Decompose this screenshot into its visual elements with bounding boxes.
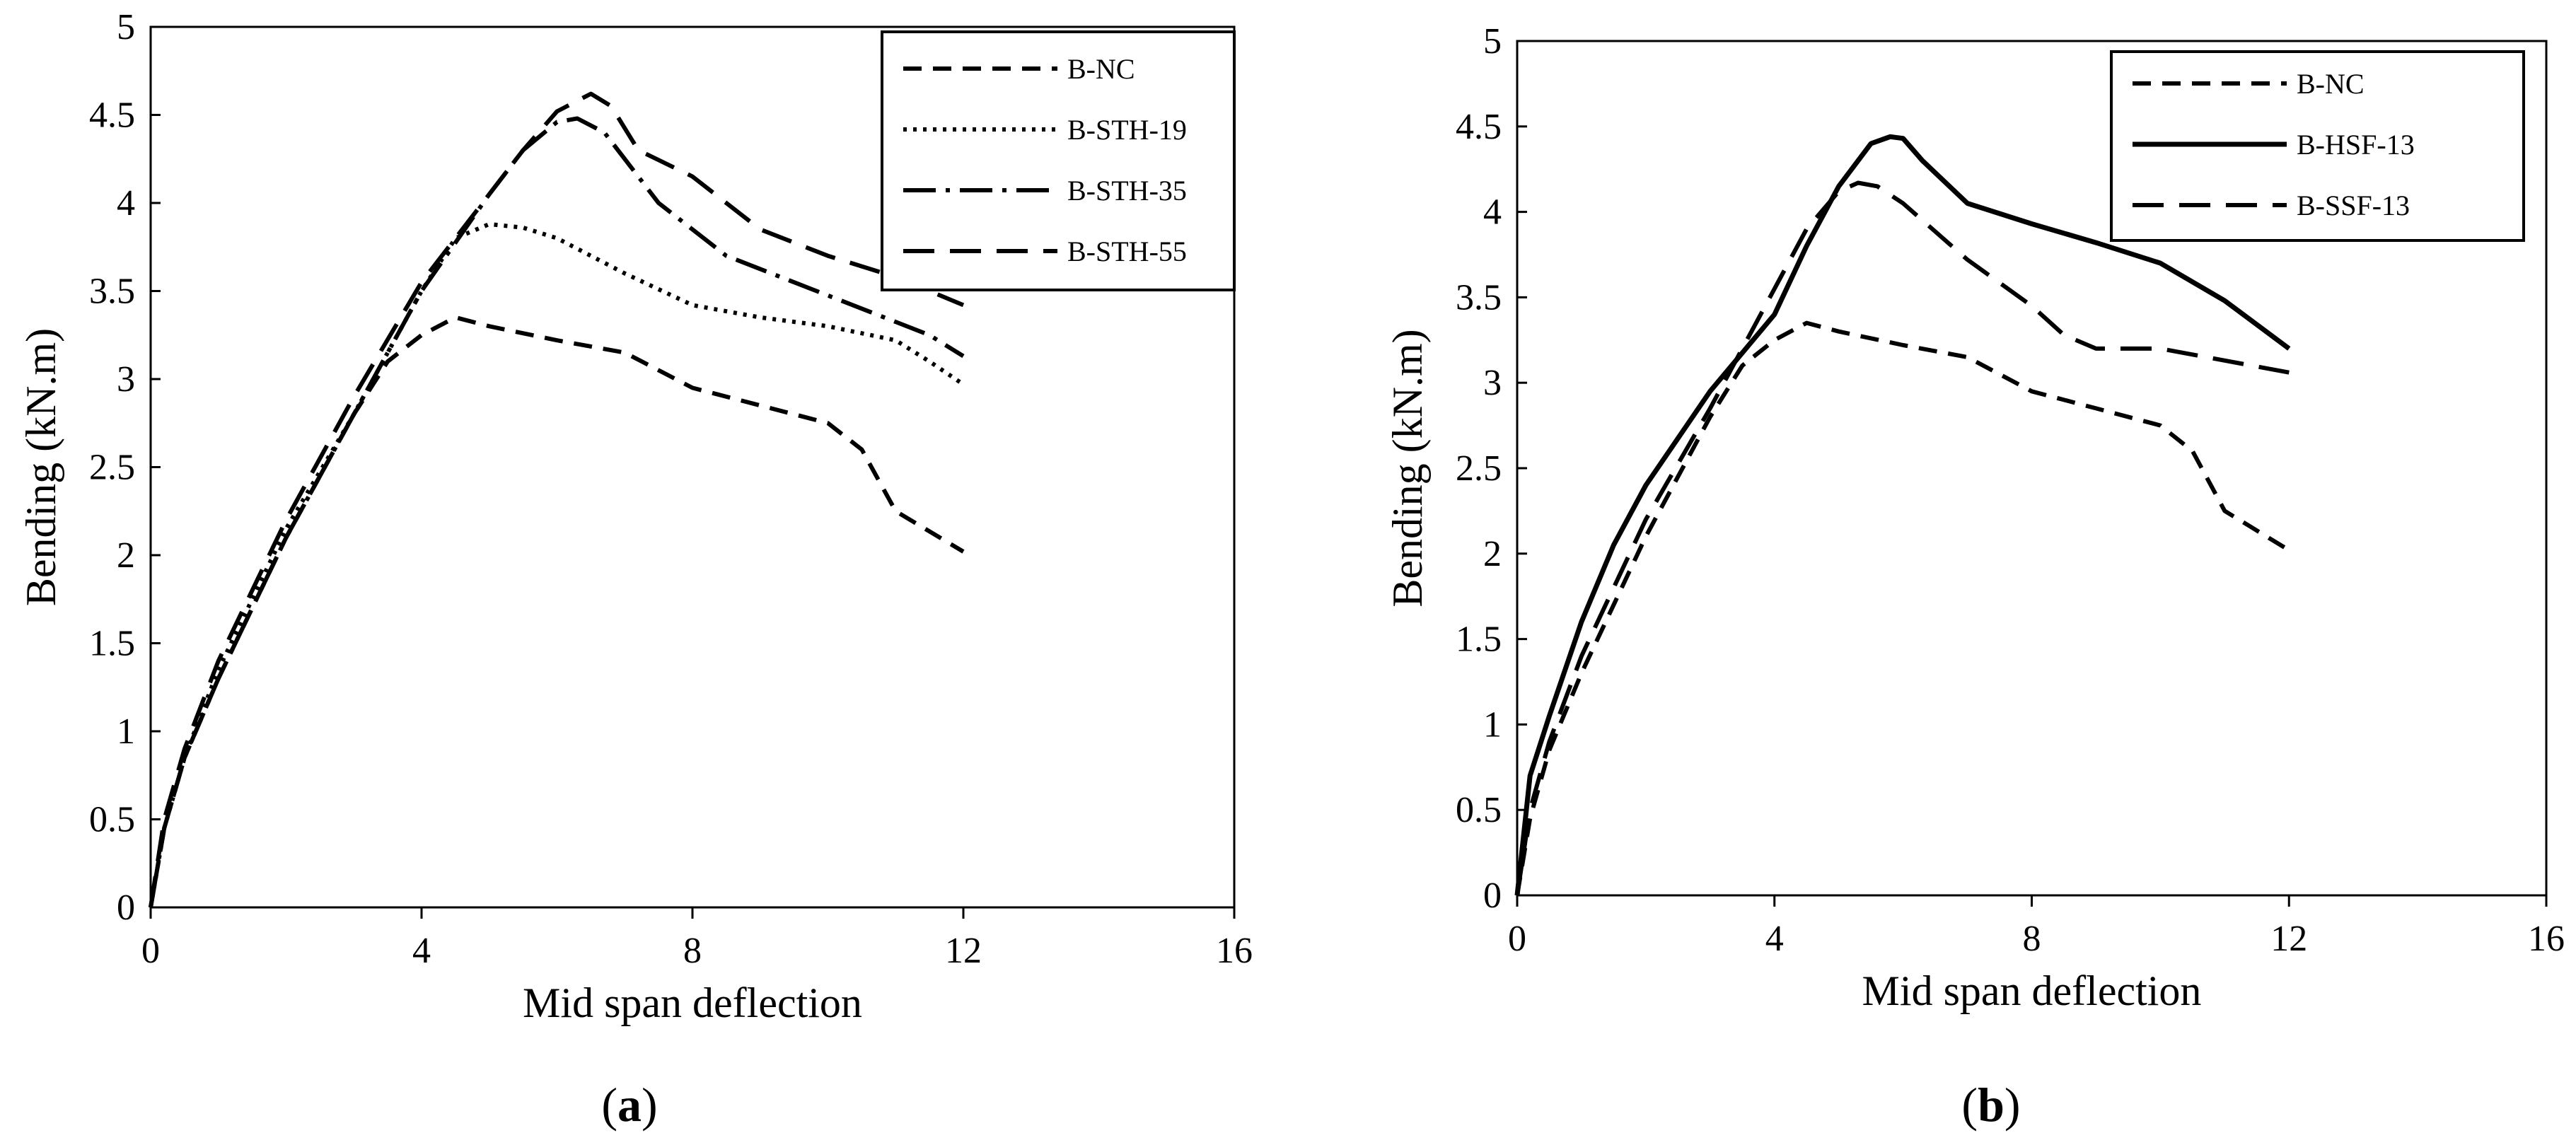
x-tick-label: 12: [2270, 919, 2307, 959]
y-tick-label: 3.5: [1456, 277, 1502, 318]
y-tick-label: 1: [1483, 704, 1502, 745]
y-tick-label: 2.5: [1456, 448, 1502, 489]
y-tick-label: 1: [117, 711, 135, 752]
legend-label: B-HSF-13: [2297, 129, 2415, 161]
series-line-b-nc: [1515, 320, 2290, 896]
legend-label: B-STH-19: [1067, 114, 1187, 146]
y-axis-ticks-b: 0 0.5 1 1.5 2 2.5 3 3.5 4 4.5 5: [1456, 21, 1527, 916]
y-axis-ticks-a: 0 0.5 1 1.5 2 2.5 3 3.5 4 4.5 5: [89, 7, 161, 928]
panel-label-b: (b): [1961, 1078, 2020, 1132]
y-tick-label: 5: [1483, 21, 1502, 62]
legend-label: B-NC: [1067, 53, 1135, 85]
x-tick-label: 0: [141, 931, 160, 971]
series-line-b-sth-35: [149, 116, 965, 908]
series-line-b-sth-55: [149, 91, 965, 908]
y-tick-label: 3.5: [89, 272, 135, 312]
legend-label: B-STH-55: [1067, 236, 1187, 267]
y-tick-label: 0.5: [89, 800, 135, 840]
legend-a: B-NC B-STH-19 B-STH-35 B-STH-55: [881, 30, 1236, 291]
y-tick-label: 0.5: [1456, 790, 1502, 830]
y-axis-title-b: Bending (kN.m): [1384, 329, 1431, 607]
x-tick-label: 12: [945, 931, 982, 971]
x-tick-label: 16: [1216, 931, 1253, 971]
y-tick-label: 0: [117, 888, 135, 928]
chart-panel-a: 0 0.5 1 1.5 2 2.5 3 3.5 4 4.5 5 0 4 8 12 16 Mid span d…: [18, 7, 1253, 1132]
legend-label: B-NC: [2297, 68, 2365, 100]
y-tick-label: 4.5: [89, 95, 135, 136]
x-axis-ticks-a: 0 4 8 12 16: [141, 907, 1253, 971]
x-tick-label: 0: [1508, 919, 1526, 959]
y-axis-title-a: Bending (kN.m): [18, 328, 64, 606]
y-tick-label: 5: [117, 7, 135, 47]
x-tick-label: 8: [2023, 919, 2041, 959]
series-line-b-nc: [149, 315, 965, 908]
y-tick-label: 2: [117, 535, 135, 576]
y-tick-label: 0: [1483, 876, 1502, 916]
x-tick-label: 16: [2528, 919, 2565, 959]
x-axis-title-a: Mid span deflection: [523, 980, 862, 1026]
y-tick-label: 3: [1483, 363, 1502, 403]
series-lines-b: [1514, 134, 2291, 896]
x-tick-label: 4: [1765, 919, 1784, 959]
y-tick-label: 2.5: [89, 448, 135, 488]
legend-box: [881, 30, 1236, 291]
panel-label-a: (a): [601, 1078, 657, 1132]
x-tick-label: 4: [412, 931, 431, 971]
panel-letter-a: a: [617, 1078, 642, 1132]
y-tick-label: 4: [117, 183, 135, 223]
y-tick-label: 2: [1483, 534, 1502, 574]
x-axis-ticks-b: 0 4 8 12 16: [1508, 895, 2565, 959]
chart-panel-b: 0 0.5 1 1.5 2 2.5 3 3.5 4 4.5 5 0 4 8 12 16 Mid span d…: [1384, 21, 2565, 1132]
x-tick-label: 8: [683, 931, 702, 971]
series-lines-a: [149, 91, 965, 908]
legend-label: B-STH-35: [1067, 175, 1187, 207]
y-tick-label: 1.5: [1456, 620, 1502, 660]
series-line-b-hsf-13: [1514, 134, 2291, 896]
panel-letter-b: b: [1978, 1078, 2004, 1132]
series-line-b-ssf-13: [1515, 180, 2290, 896]
legend-label: B-SSF-13: [2297, 190, 2410, 221]
y-tick-label: 3: [117, 359, 135, 400]
legend-b: B-NC B-HSF-13 B-SSF-13: [2110, 50, 2525, 242]
x-axis-title-b: Mid span deflection: [1862, 967, 2202, 1014]
y-tick-label: 4: [1483, 192, 1502, 233]
y-tick-label: 4.5: [1456, 107, 1502, 147]
series-line-b-sth-19: [149, 221, 965, 908]
y-tick-label: 1.5: [89, 624, 135, 664]
